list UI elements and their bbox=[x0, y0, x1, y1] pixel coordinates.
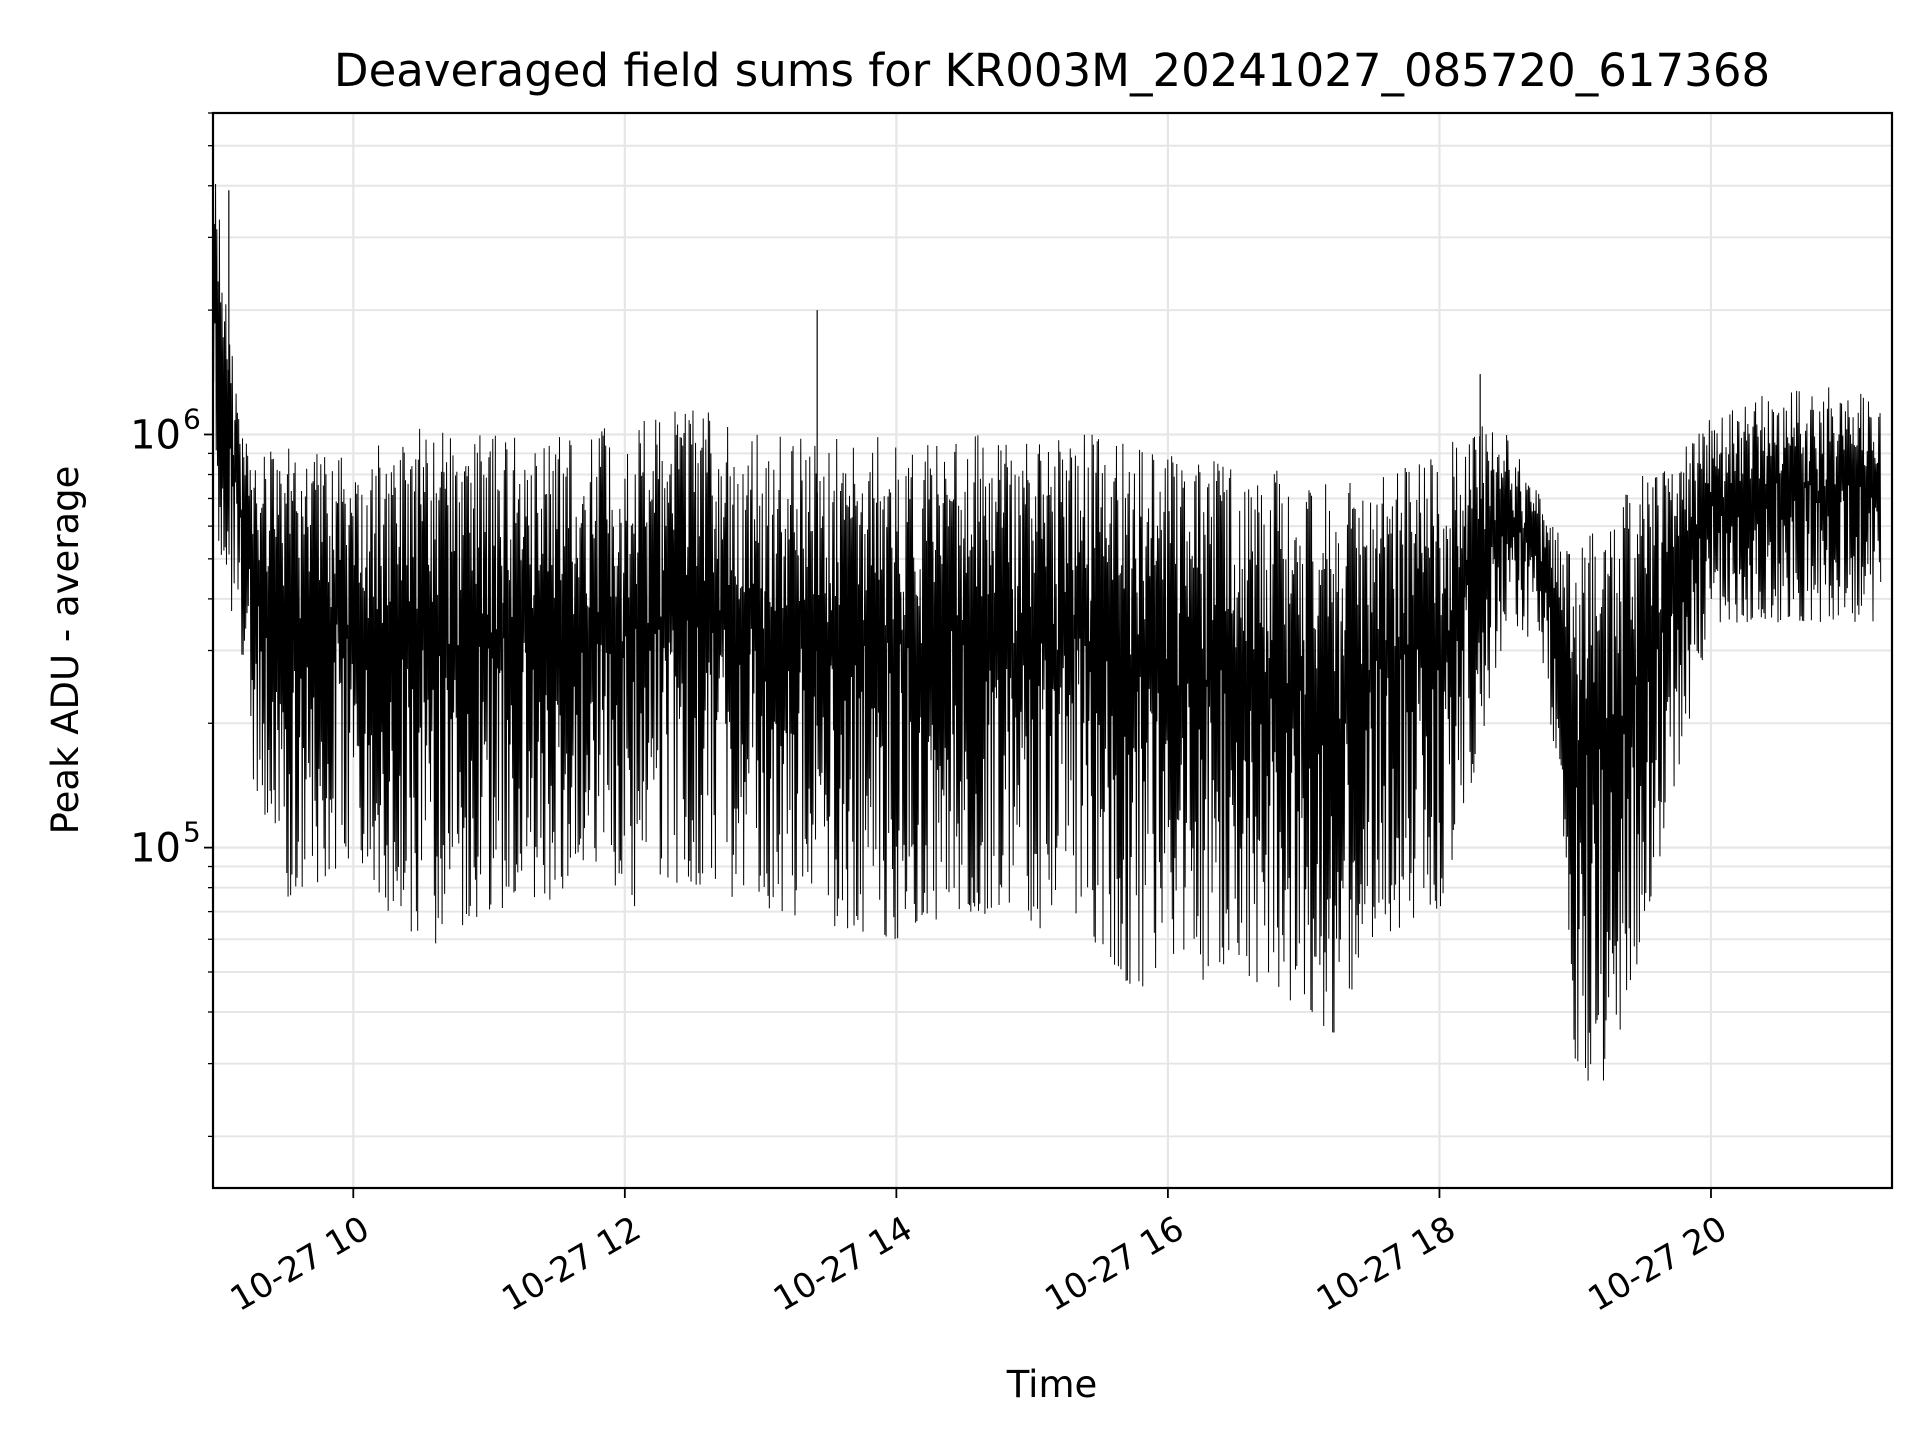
y-tick-exponent: 5 bbox=[183, 816, 201, 849]
series-trace bbox=[212, 183, 1882, 1081]
y-axis-label: Peak ADU - average bbox=[44, 466, 87, 835]
y-tick-label: 10 bbox=[130, 826, 181, 872]
chart-title: Deaveraged field sums for KR003M_2024102… bbox=[334, 44, 1770, 97]
y-tick-label: 10 bbox=[130, 412, 181, 458]
y-tick-base: 10 bbox=[130, 826, 181, 872]
x-axis-label: Time bbox=[1006, 1363, 1098, 1406]
y-tick-base: 10 bbox=[130, 412, 181, 458]
y-tick-exponent: 6 bbox=[183, 402, 201, 435]
series-line bbox=[212, 183, 1882, 1081]
